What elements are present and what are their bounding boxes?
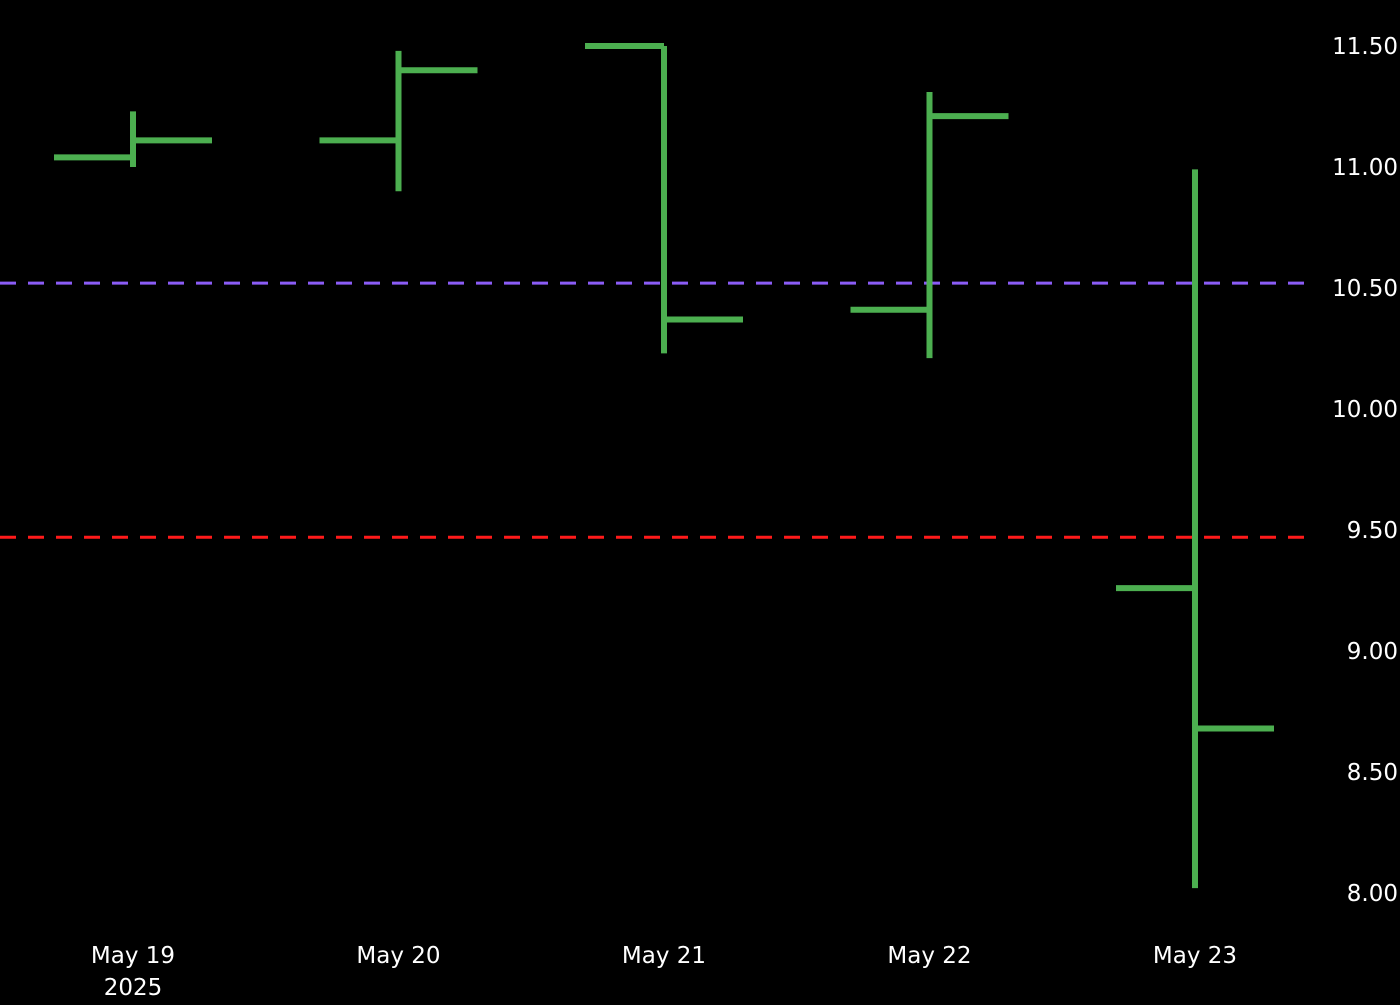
ohlc-bar bbox=[850, 91, 1009, 359]
y-axis-tick-label: 11.00 bbox=[1332, 155, 1398, 181]
x-axis-tick-label: May 20 bbox=[356, 943, 440, 969]
y-axis-tick-label: 11.50 bbox=[1332, 34, 1398, 60]
ohlc-bar bbox=[319, 50, 478, 192]
x-axis-tick-labels: 2025 May 19 May 20 May 21 May 22 May 23 bbox=[91, 943, 1237, 1001]
x-axis-tick-label: May 23 bbox=[1153, 943, 1237, 969]
ohlc-bar bbox=[54, 111, 212, 167]
y-axis-tick-label: 9.50 bbox=[1347, 518, 1398, 544]
x-axis-year-label: 2025 bbox=[104, 975, 163, 1000]
y-axis-tick-label: 9.00 bbox=[1347, 639, 1398, 665]
y-axis-tick-label: 10.00 bbox=[1332, 397, 1398, 423]
ohlc-bar bbox=[585, 43, 743, 354]
y-axis-tick-labels: 8.00 8.50 9.00 9.50 10.00 10.50 11.00 11.50 bbox=[1332, 34, 1398, 907]
y-axis-tick-label: 10.50 bbox=[1332, 276, 1398, 302]
ohlc-bars bbox=[54, 43, 1274, 889]
x-axis-tick-label: May 19 bbox=[91, 943, 175, 969]
ohlc-bar bbox=[1116, 169, 1274, 889]
y-axis-tick-label: 8.00 bbox=[1347, 881, 1398, 907]
x-axis-tick-label: May 22 bbox=[887, 943, 971, 969]
reference-lines bbox=[0, 281, 1316, 539]
y-axis-tick-label: 8.50 bbox=[1347, 760, 1398, 786]
x-axis-tick-label: May 21 bbox=[622, 943, 706, 969]
